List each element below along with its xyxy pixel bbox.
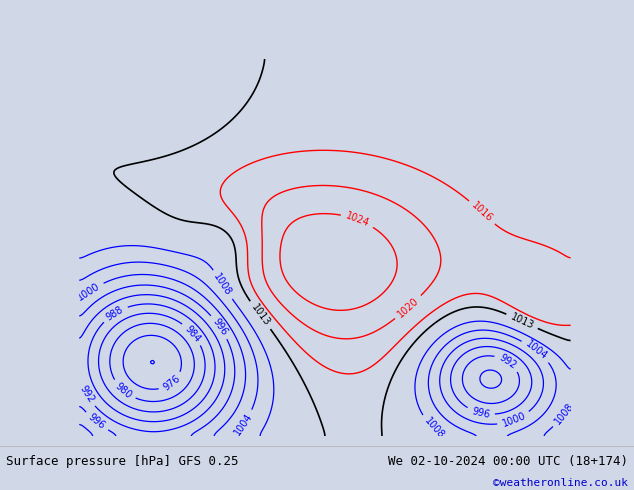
Text: 1008: 1008 [212, 271, 233, 297]
Text: 1008: 1008 [422, 416, 446, 441]
Text: 988: 988 [105, 304, 126, 322]
Text: 996: 996 [210, 317, 229, 337]
Text: 1013: 1013 [249, 302, 271, 328]
Text: 976: 976 [161, 373, 182, 393]
Text: 1004: 1004 [232, 412, 254, 438]
Text: Surface pressure [hPa] GFS 0.25: Surface pressure [hPa] GFS 0.25 [6, 455, 239, 468]
Text: 980: 980 [113, 381, 134, 400]
Text: 1004: 1004 [524, 339, 549, 362]
Text: 1020: 1020 [396, 295, 421, 319]
Text: We 02-10-2024 00:00 UTC (18+174): We 02-10-2024 00:00 UTC (18+174) [387, 455, 628, 468]
Text: 1024: 1024 [344, 211, 371, 229]
Text: 996: 996 [86, 412, 107, 432]
Text: 1013: 1013 [509, 312, 535, 331]
Text: 1000: 1000 [76, 281, 102, 303]
Text: ©weatheronline.co.uk: ©weatheronline.co.uk [493, 478, 628, 489]
Text: 1008: 1008 [552, 401, 576, 426]
Text: 996: 996 [470, 406, 491, 420]
Text: 992: 992 [77, 384, 96, 405]
Text: 1000: 1000 [501, 411, 527, 429]
Text: 1016: 1016 [470, 200, 495, 224]
Text: 992: 992 [497, 352, 518, 371]
Text: 984: 984 [183, 323, 202, 344]
